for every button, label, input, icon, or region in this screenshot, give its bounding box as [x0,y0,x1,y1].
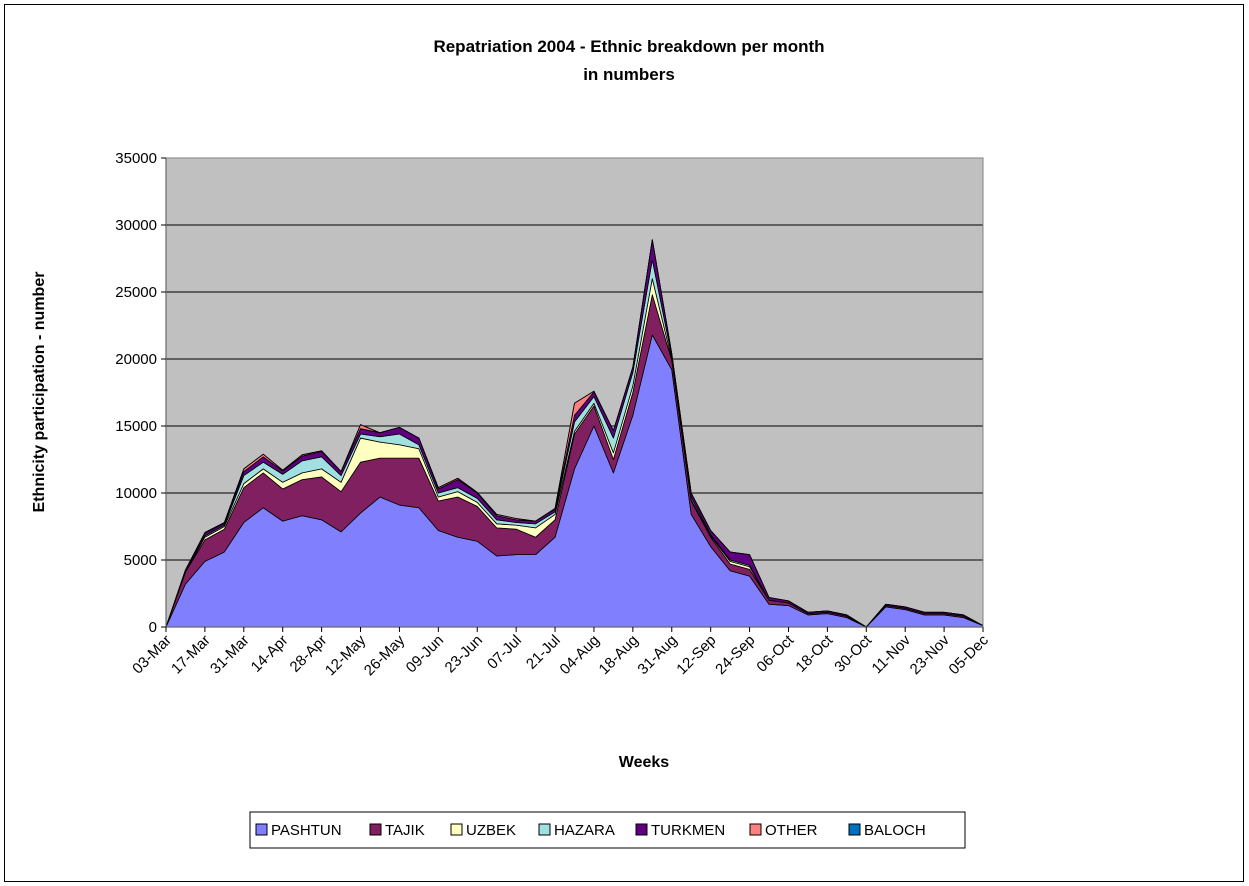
plot-border [165,157,984,628]
x-tick-label: 03-Mar [129,632,175,678]
legend-swatch-turkmen [635,823,648,836]
x-tick-label: 24-Sep [712,632,758,678]
x-tick-label: 07-Jul [484,632,525,673]
x-tick-label: 26-May [361,631,409,679]
x-tick-label: 31-Aug [634,632,680,678]
legend-swatch-baloch [848,823,861,836]
x-tick-label: 23-Nov [907,631,954,678]
legend-label-baloch: BALOCH [864,822,926,839]
y-tick-label: 30000 [115,217,157,234]
x-tick-label: 17-Mar [168,632,214,678]
x-tick-label: 11-Nov [869,631,915,677]
y-tick-label: 0 [149,619,157,636]
x-tick-label: 14-Apr [248,632,292,676]
x-tick-label: 31-Mar [207,632,253,678]
legend-swatch-hazara [538,823,551,836]
x-tick-label: 18-Oct [792,631,836,675]
axes [165,157,984,628]
legend-label-tajik: TAJIK [385,822,425,839]
legend-swatch-uzbek [450,823,463,836]
legend-label-uzbek: UZBEK [466,822,516,839]
legend-swatch-tajik [369,823,382,836]
legend-label-other: OTHER [765,822,818,839]
x-axis-title: Weeks [619,754,670,771]
y-tick-label: 10000 [115,485,157,502]
y-tick-label: 20000 [115,351,157,368]
x-tick-label: 09-Jun [403,632,447,676]
y-axis-title: Ethnicity participation - number [31,272,48,513]
y-tick-labels: 0 5000 10000 15000 20000 25000 30000 35000 [115,150,166,636]
y-tick-label: 35000 [115,150,157,167]
legend-swatch-pashtun [255,823,268,836]
legend-swatch-other [749,823,762,836]
legend-box [249,811,966,849]
x-tick-labels: 03-Mar17-Mar31-Mar14-Apr28-Apr12-May26-M… [129,627,992,679]
x-tick-label: 12-Sep [673,632,719,678]
legend-label-hazara: HAZARA [554,822,615,839]
x-tick-label: 04-Aug [557,632,603,678]
y-tick-label: 25000 [115,284,157,301]
x-tick-label: 30-Oct [831,631,875,675]
x-tick-label: 23-Jun [442,632,486,676]
legend: PASHTUN TAJIK UZBEK HAZARA TURKMEN OTHER BALOC… [255,822,926,839]
chart-subtitle: in numbers [583,65,675,84]
y-tick-label: 15000 [115,418,157,435]
x-tick-label: 12-May [322,631,370,679]
legend-label-pashtun: PASHTUN [271,822,342,839]
legend-label-turkmen: TURKMEN [651,822,725,839]
x-tick-label: 18-Aug [596,632,642,678]
y-tick-label: 5000 [124,552,157,569]
x-tick-label: 06-Oct [753,631,797,675]
x-tick-label: 05-Dec [946,631,993,678]
chart-title: Repatriation 2004 - Ethnic breakdown per… [433,37,824,56]
